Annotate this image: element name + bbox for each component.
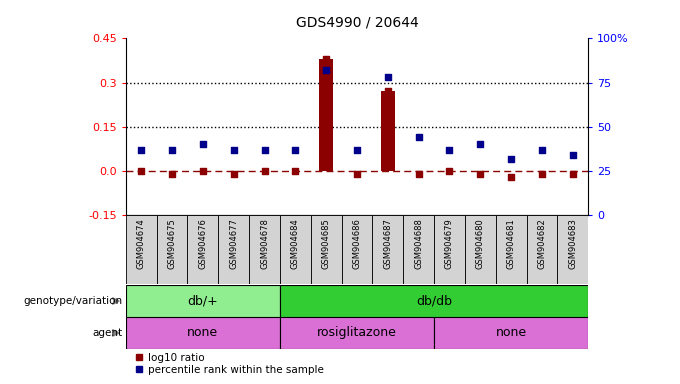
Point [167,147,177,153]
Text: GSM904682: GSM904682 [537,218,547,269]
Bar [465,215,496,284]
Bar [280,317,434,349]
Legend: log10 ratio, percentile rank within the sample: log10 ratio, percentile rank within the … [131,348,328,379]
Bar [558,215,588,284]
Bar [434,317,588,349]
Point [352,171,362,177]
Bar [188,215,218,284]
Point [537,147,547,153]
Text: rosiglitazone: rosiglitazone [317,326,397,339]
Point [567,152,578,158]
Bar [373,215,403,284]
Bar [280,215,311,284]
Point [475,141,486,147]
Bar [311,215,341,284]
Text: GSM904681: GSM904681 [507,218,515,269]
Text: GSM904679: GSM904679 [445,218,454,269]
Bar [496,215,526,284]
Point [444,147,455,153]
Bar [126,317,280,349]
Point [259,147,270,153]
Point [290,168,301,174]
Point [136,147,147,153]
Text: agent: agent [92,328,122,338]
Point [506,156,517,162]
Text: GDS4990 / 20644: GDS4990 / 20644 [296,15,418,29]
Point [537,171,547,177]
Text: GSM904687: GSM904687 [384,218,392,269]
Text: GSM904675: GSM904675 [167,218,177,269]
Point [382,74,393,80]
Point [197,168,208,174]
Point [228,171,239,177]
Text: GSM904677: GSM904677 [229,218,238,269]
Point [413,134,424,141]
Text: none: none [187,326,218,339]
Text: db/+: db/+ [188,295,218,308]
Bar [434,215,465,284]
Text: db/db: db/db [416,295,452,308]
Text: GSM904680: GSM904680 [476,218,485,269]
Text: GSM904678: GSM904678 [260,218,269,269]
Point [321,56,332,62]
Bar [341,215,373,284]
Point [506,174,517,180]
Text: GSM904676: GSM904676 [199,218,207,269]
Text: genotype/variation: genotype/variation [23,296,122,306]
Bar [319,59,333,171]
Point [321,67,332,73]
Text: GSM904686: GSM904686 [352,218,362,269]
Point [413,171,424,177]
Bar [381,91,395,171]
Text: GSM904688: GSM904688 [414,218,423,269]
Bar [218,215,249,284]
Text: GSM904685: GSM904685 [322,218,330,269]
Bar [156,215,188,284]
Bar [126,215,156,284]
Point [167,171,177,177]
Point [290,147,301,153]
Point [382,88,393,94]
Text: none: none [496,326,527,339]
Text: GSM904683: GSM904683 [568,218,577,269]
Point [475,171,486,177]
Point [259,168,270,174]
Bar [126,285,280,317]
Point [567,171,578,177]
Point [228,147,239,153]
Bar [249,215,280,284]
Point [444,168,455,174]
Text: GSM904684: GSM904684 [291,218,300,269]
Text: GSM904674: GSM904674 [137,218,146,269]
Bar [403,215,434,284]
Point [352,147,362,153]
Bar [526,215,558,284]
Bar [280,285,588,317]
Point [197,141,208,147]
Point [136,168,147,174]
